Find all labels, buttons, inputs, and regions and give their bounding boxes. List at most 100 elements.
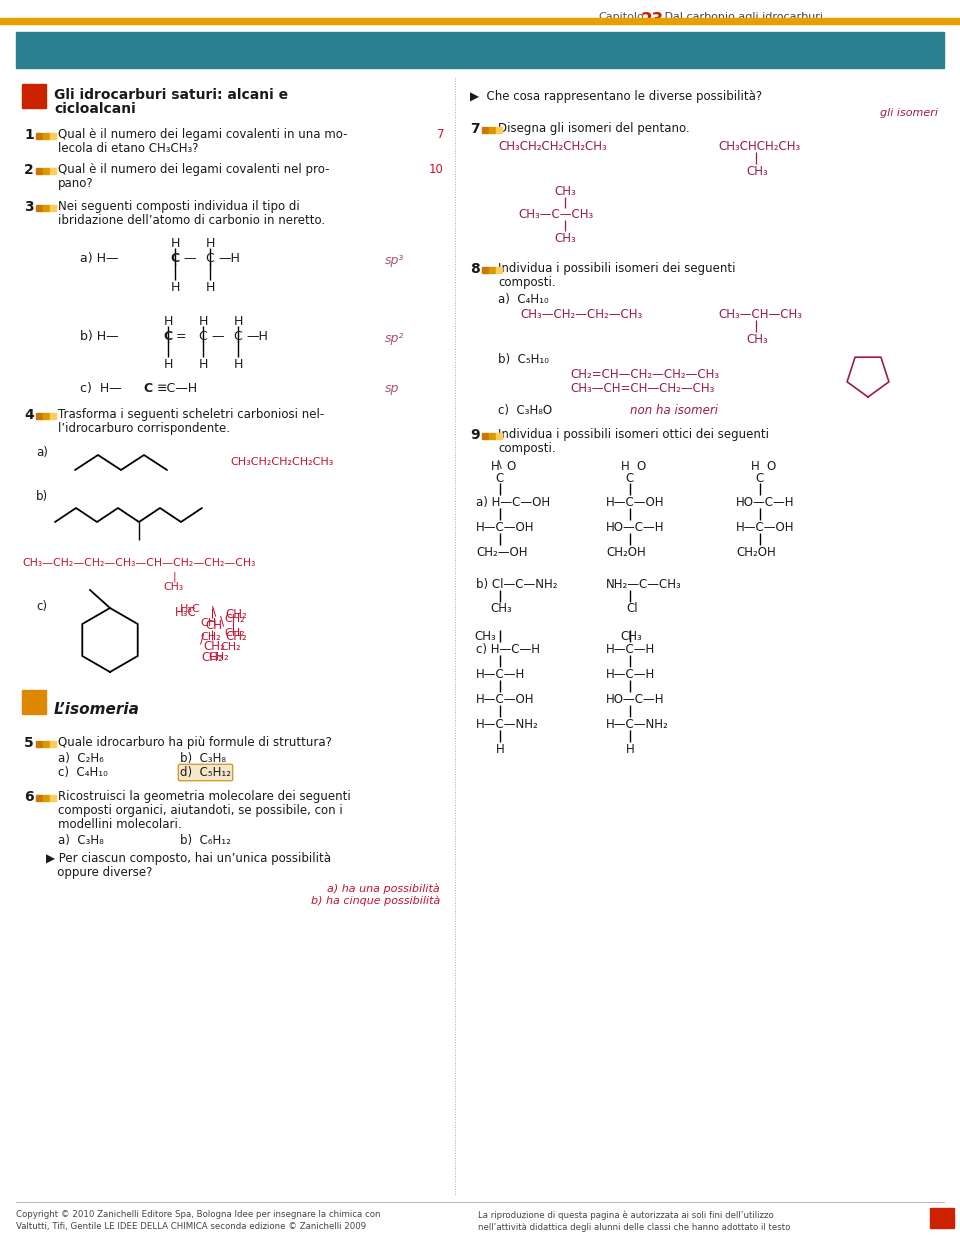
Text: CH₃—C—CH₃: CH₃—C—CH₃ bbox=[518, 208, 593, 222]
Text: CH₂: CH₂ bbox=[202, 651, 223, 664]
Text: Copyright © 2010 Zanichelli Editore Spa, Bologna Idee per insegnare la chimica c: Copyright © 2010 Zanichelli Editore Spa,… bbox=[16, 1210, 380, 1232]
Text: H—C—OH: H—C—OH bbox=[476, 693, 535, 706]
Text: H—C—H: H—C—H bbox=[476, 669, 525, 681]
Text: H: H bbox=[492, 461, 500, 473]
Text: CH₂: CH₂ bbox=[220, 643, 241, 652]
Bar bbox=[50, 413, 56, 418]
Text: L’isomeria: L’isomeria bbox=[54, 702, 140, 717]
Text: CH₂=CH—CH₂—CH₂—CH₃: CH₂=CH—CH₂—CH₂—CH₃ bbox=[570, 368, 719, 381]
Text: CH₃: CH₃ bbox=[474, 630, 495, 643]
Text: C: C bbox=[626, 472, 635, 485]
Text: Quesiti e problemi: Quesiti e problemi bbox=[30, 52, 217, 71]
Text: 1: 1 bbox=[24, 128, 34, 142]
Text: —H: —H bbox=[246, 331, 268, 343]
Text: H: H bbox=[495, 743, 504, 756]
Text: pano?: pano? bbox=[58, 177, 94, 189]
Bar bbox=[489, 128, 495, 132]
Text: HO—C—H: HO—C—H bbox=[606, 521, 664, 534]
Text: H—C—NH₂: H—C—NH₂ bbox=[606, 718, 669, 730]
Text: CH₂OH: CH₂OH bbox=[736, 546, 776, 560]
Text: C: C bbox=[496, 472, 504, 485]
Text: c): c) bbox=[36, 600, 47, 613]
Text: C: C bbox=[143, 383, 153, 395]
Bar bbox=[36, 413, 42, 418]
Text: C: C bbox=[163, 331, 173, 343]
Bar bbox=[50, 206, 56, 210]
Text: C: C bbox=[171, 253, 180, 265]
Bar bbox=[50, 742, 56, 747]
Text: non ha isomeri: non ha isomeri bbox=[630, 404, 718, 417]
Text: sp³: sp³ bbox=[385, 254, 404, 267]
Text: c)  C₃H₈O: c) C₃H₈O bbox=[498, 404, 552, 417]
Text: a)  C₄H₁₀: a) C₄H₁₀ bbox=[498, 293, 548, 306]
Text: CH₂: CH₂ bbox=[225, 630, 247, 643]
Text: b): b) bbox=[36, 490, 48, 503]
Text: O: O bbox=[506, 461, 516, 473]
Text: CH: CH bbox=[200, 618, 216, 628]
Bar bbox=[496, 433, 502, 439]
Text: 2: 2 bbox=[24, 163, 34, 177]
Text: H: H bbox=[233, 314, 243, 328]
Text: CH₃: CH₃ bbox=[746, 165, 768, 178]
Text: H—C—NH₂: H—C—NH₂ bbox=[476, 718, 539, 730]
Bar bbox=[489, 433, 495, 439]
Text: H: H bbox=[163, 314, 173, 328]
Bar bbox=[496, 267, 502, 274]
Text: 23: 23 bbox=[641, 11, 664, 28]
Text: modellini molecolari.: modellini molecolari. bbox=[58, 818, 181, 831]
Text: a)  C₂H₆: a) C₂H₆ bbox=[58, 751, 104, 765]
Text: oppure diverse?: oppure diverse? bbox=[46, 867, 153, 879]
Text: 9: 9 bbox=[470, 428, 480, 442]
Text: a): a) bbox=[36, 446, 48, 459]
Bar bbox=[36, 742, 42, 747]
Text: b) ha cinque possibilità: b) ha cinque possibilità bbox=[311, 896, 440, 906]
Text: Dal carbonio agli idrocarburi: Dal carbonio agli idrocarburi bbox=[661, 12, 823, 22]
Text: H₃C: H₃C bbox=[180, 604, 201, 614]
Text: H: H bbox=[170, 281, 180, 293]
Text: \: \ bbox=[498, 461, 502, 470]
Text: CH₃—CH₂—CH₂—CH₃: CH₃—CH₂—CH₂—CH₃ bbox=[520, 308, 642, 321]
Text: CH₃: CH₃ bbox=[554, 232, 576, 245]
Bar bbox=[36, 132, 42, 139]
Text: a)  C₃H₈: a) C₃H₈ bbox=[58, 834, 104, 847]
Text: a) H—: a) H— bbox=[80, 253, 118, 265]
Text: (sul libro da pag. 600): (sul libro da pag. 600) bbox=[217, 52, 374, 66]
Text: 5: 5 bbox=[24, 737, 34, 750]
Text: 6: 6 bbox=[24, 790, 34, 803]
Text: H: H bbox=[621, 461, 630, 473]
Text: CH₂: CH₂ bbox=[224, 614, 245, 624]
Text: 4: 4 bbox=[24, 409, 34, 422]
Text: —: — bbox=[211, 331, 224, 343]
Bar bbox=[36, 795, 42, 801]
Text: Ricostruisci la geometria molecolare dei seguenti: Ricostruisci la geometria molecolare dei… bbox=[58, 790, 350, 803]
Text: CH₃: CH₃ bbox=[490, 602, 512, 615]
Text: a) H—C—OH: a) H—C—OH bbox=[476, 496, 550, 509]
Text: CH₃: CH₃ bbox=[163, 582, 183, 592]
Text: Individua i possibili isomeri dei seguenti: Individua i possibili isomeri dei seguen… bbox=[498, 262, 735, 275]
Text: \: \ bbox=[212, 604, 216, 617]
Text: 3: 3 bbox=[24, 201, 34, 214]
Bar bbox=[0, 19, 960, 24]
Bar bbox=[36, 206, 42, 210]
Text: composti.: composti. bbox=[498, 442, 556, 456]
Text: ▶ Per ciascun composto, hai un’unica possibilità: ▶ Per ciascun composto, hai un’unica pos… bbox=[46, 852, 331, 865]
Text: HO—C—H: HO—C—H bbox=[606, 693, 664, 706]
Text: b)  C₅H₁₀: b) C₅H₁₀ bbox=[498, 353, 549, 366]
Text: C: C bbox=[756, 472, 764, 485]
Bar bbox=[43, 206, 49, 210]
Text: CH₃—CH—CH₃: CH₃—CH—CH₃ bbox=[718, 308, 802, 321]
Text: CH₂: CH₂ bbox=[208, 652, 228, 662]
Text: NH₂—C—CH₃: NH₂—C—CH₃ bbox=[606, 578, 682, 591]
Bar bbox=[489, 267, 495, 274]
Bar bbox=[43, 795, 49, 801]
Text: Gli idrocarburi saturi: alcani e: Gli idrocarburi saturi: alcani e bbox=[54, 88, 288, 102]
Text: C: C bbox=[233, 331, 242, 343]
Text: CH₂: CH₂ bbox=[203, 640, 225, 652]
Text: H: H bbox=[170, 236, 180, 250]
Text: H: H bbox=[205, 236, 215, 250]
Bar bbox=[482, 267, 488, 274]
Text: CH₃—CH₂—CH₂—CH₃—CH—CH₂—CH₂—CH₃: CH₃—CH₂—CH₂—CH₃—CH—CH₂—CH₂—CH₃ bbox=[22, 558, 255, 568]
Text: CH₃: CH₃ bbox=[554, 184, 576, 198]
Bar bbox=[50, 795, 56, 801]
Text: composti.: composti. bbox=[498, 276, 556, 288]
